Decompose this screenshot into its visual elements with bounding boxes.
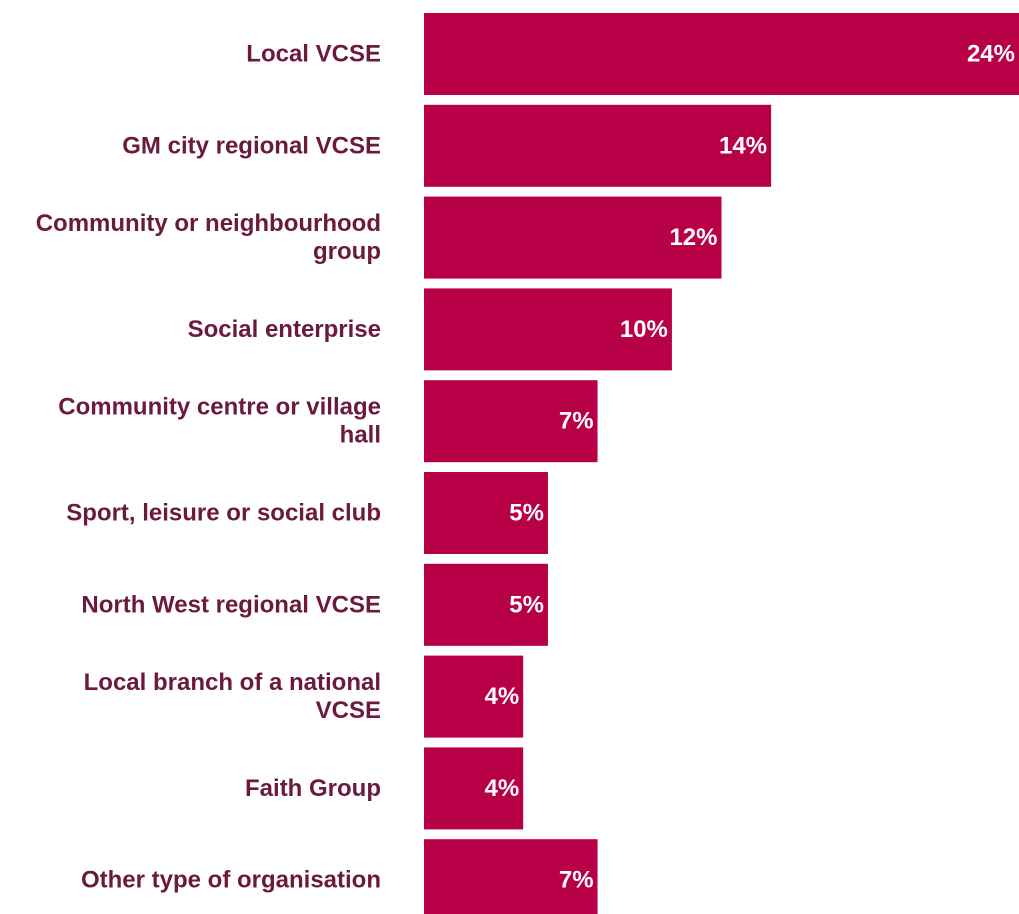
bar-value-label: 14% — [719, 132, 767, 159]
category-label: Community or neighbourhood — [36, 210, 381, 237]
category-label: North West regional VCSE — [81, 591, 381, 618]
bar-value-label: 4% — [484, 775, 519, 802]
category-label: Social enterprise — [188, 316, 381, 343]
category-label: Community centre or village — [58, 394, 381, 421]
bar-value-label: 10% — [620, 316, 668, 343]
bar — [424, 104, 772, 187]
category-label: GM city regional VCSE — [122, 132, 381, 159]
bar-value-label: 7% — [559, 867, 594, 894]
category-label: Other type of organisation — [81, 867, 381, 894]
category-label: group — [313, 238, 381, 265]
category-label: hall — [340, 422, 381, 449]
bar — [424, 288, 672, 371]
bars-layer — [424, 13, 1019, 914]
bar — [424, 655, 524, 738]
bar — [424, 839, 598, 914]
category-label: Local VCSE — [246, 41, 381, 68]
bar — [424, 747, 524, 830]
labels-layer: 24% Local VCSE 14% GM city regional VCSE 12%… — [36, 41, 1015, 894]
bar-value-label: 7% — [559, 408, 594, 435]
bar — [424, 196, 722, 279]
bar-value-label: 24% — [967, 41, 1015, 68]
category-label: VCSE — [316, 697, 381, 724]
bar — [424, 563, 548, 646]
bar-value-label: 12% — [669, 224, 717, 251]
category-label: Local branch of a national — [84, 669, 381, 696]
category-label: Faith Group — [245, 775, 381, 802]
bar — [424, 13, 1019, 95]
bar-value-label: 4% — [484, 683, 519, 710]
bar — [424, 472, 548, 554]
bar — [424, 380, 598, 463]
bar-value-label: 5% — [509, 500, 544, 527]
category-label: Sport, leisure or social club — [66, 500, 381, 527]
bar-value-label: 5% — [509, 591, 544, 618]
